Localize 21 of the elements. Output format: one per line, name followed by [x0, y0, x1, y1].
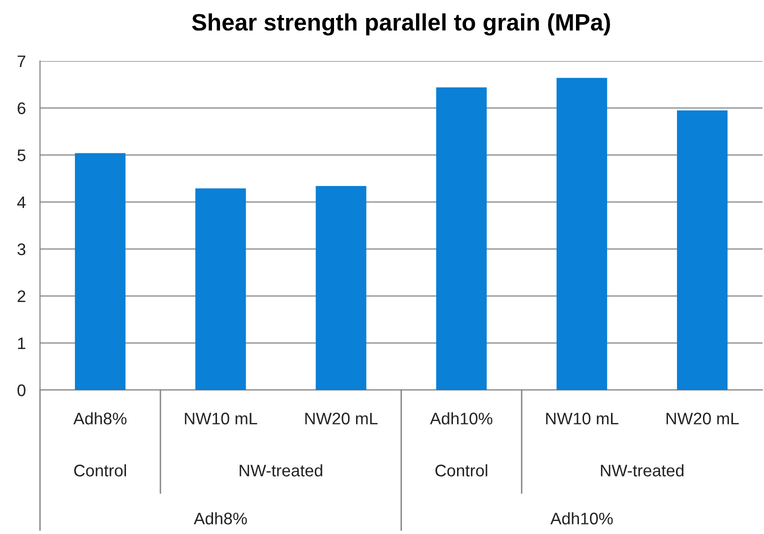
x-tick-label: NW10 mL [546, 412, 618, 424]
x-tick-label: NW20 mL [666, 412, 739, 424]
y-tick-label: 5 [18, 150, 26, 162]
x-tick-label: NW10 mL [184, 412, 258, 424]
y-tick-label: 2 [18, 290, 26, 302]
y-tick-label: 1 [18, 338, 26, 350]
y-tick-label: 7 [18, 56, 26, 68]
y-tick-label: 6 [18, 102, 26, 114]
text: Control [435, 464, 488, 476]
text: Adh10% [550, 512, 613, 524]
y-tick-label: 4 [17, 196, 26, 208]
text: Adh8% [194, 512, 247, 524]
x-tick-label: Adh10% [430, 412, 492, 424]
y-tick-label: 3 [17, 243, 26, 256]
text: NW-treated [600, 464, 684, 476]
text: Control [74, 464, 126, 476]
x-tick-label: Adh8% [73, 412, 126, 424]
text: NW-treated [240, 464, 322, 476]
y-tick-label: 0 [17, 384, 26, 396]
x-tick-label: NW20 mL [305, 412, 378, 424]
chart-title: Shear strength parallel to grain (MPa) [192, 13, 610, 36]
